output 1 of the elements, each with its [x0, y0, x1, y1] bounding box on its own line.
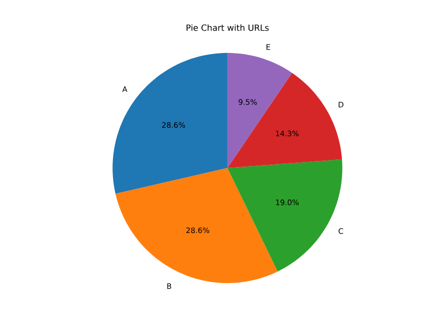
chart-title: Pie Chart with URLs [186, 24, 269, 31]
